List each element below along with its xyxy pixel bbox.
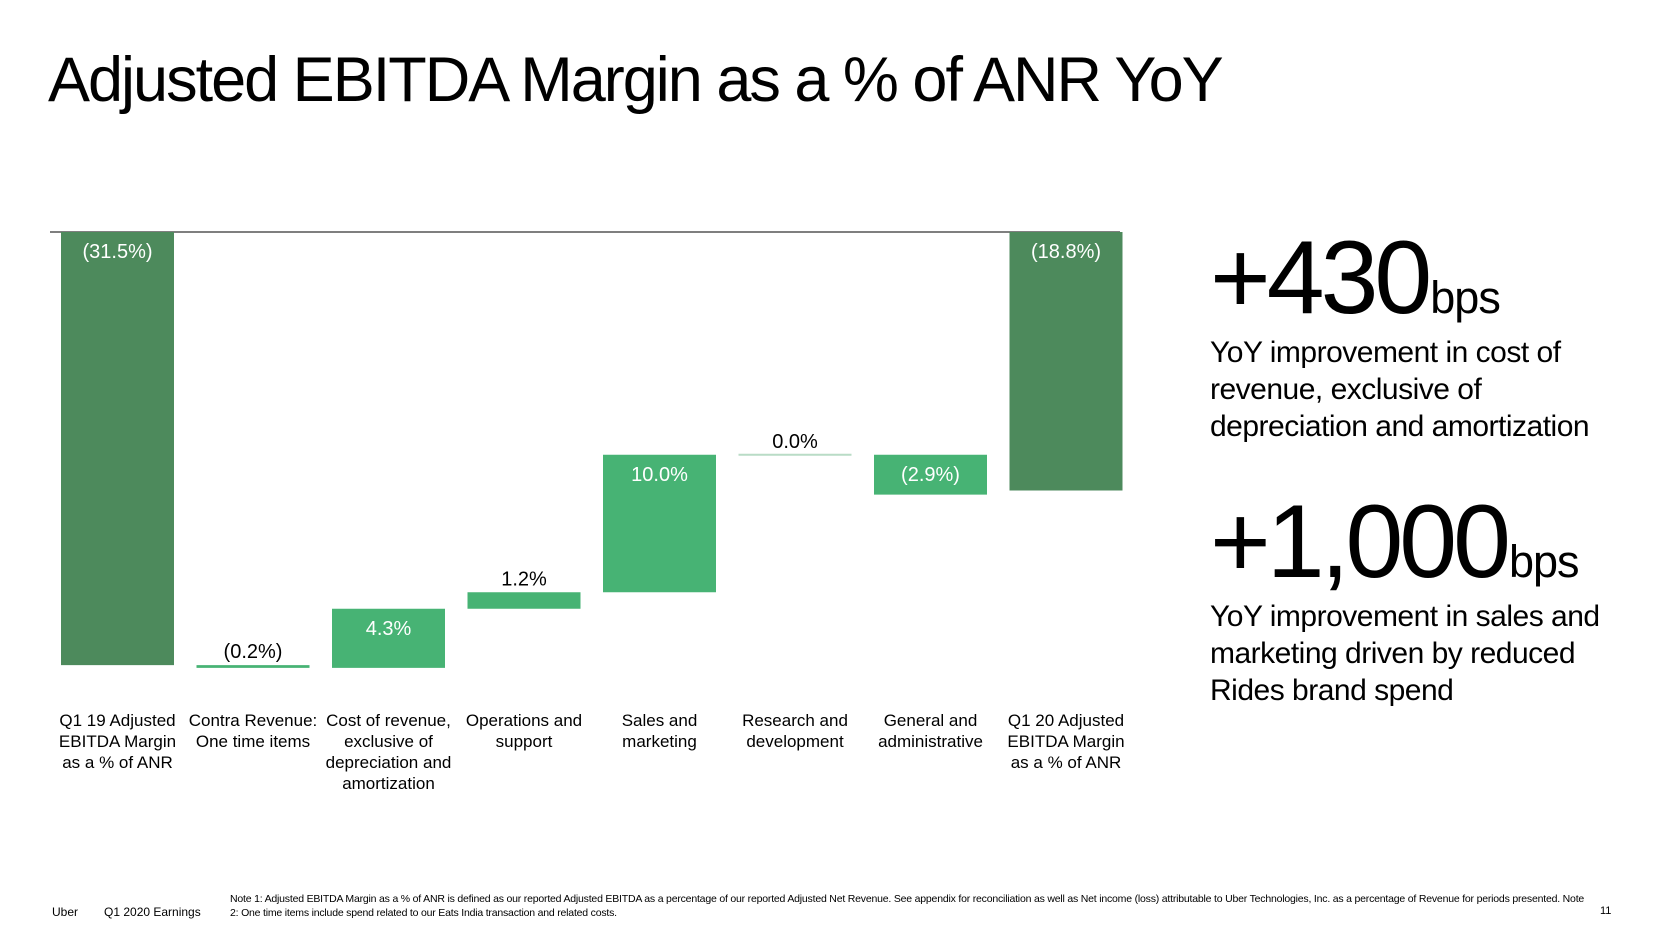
data-label-4: 10.0% xyxy=(631,464,688,486)
data-label-0: (31.5%) xyxy=(82,241,152,263)
footnote: Note 1: Adjusted EBITDA Margin as a % of… xyxy=(230,893,1585,919)
data-label-6: (2.9%) xyxy=(901,464,960,486)
page-number: 11 xyxy=(1600,905,1612,917)
data-label-1: (0.2%) xyxy=(224,641,283,663)
stat-sales-marketing: +1,000bps YoY improvement in sales and m… xyxy=(1210,490,1630,709)
stat-unit: bps xyxy=(1509,536,1580,587)
data-label-2: 4.3% xyxy=(366,618,412,640)
stat-cost-of-revenue: +430bps YoY improvement in cost of reven… xyxy=(1210,226,1630,445)
stat-value: +1,000 xyxy=(1210,484,1511,600)
category-label-1: Contra Revenue: One time items xyxy=(188,711,318,751)
stat-description: YoY improvement in cost of revenue, excl… xyxy=(1210,336,1590,443)
data-label-3: 1.2% xyxy=(501,568,547,590)
category-label-4: Sales and marketing xyxy=(621,711,698,751)
stat-headline: +1,000bps xyxy=(1210,490,1630,594)
bar-2 xyxy=(332,608,445,668)
footer-event: Q1 2020 Earnings xyxy=(104,905,201,919)
category-label-5: Research and development xyxy=(742,711,848,751)
stat-value: +430 xyxy=(1210,220,1432,336)
category-label-7: Q1 20 Adjusted EBITDA Margin as a % of A… xyxy=(1007,711,1125,772)
bar-4 xyxy=(603,454,716,593)
stat-description: YoY improvement in sales and marketing d… xyxy=(1210,600,1600,707)
bar-6 xyxy=(874,454,987,495)
bar-3 xyxy=(467,592,581,609)
stat-unit: bps xyxy=(1430,272,1501,323)
bar-1 xyxy=(196,665,310,668)
footer-brand: Uber xyxy=(52,905,79,919)
category-label-2: Cost of revenue, exclusive of depreciati… xyxy=(325,711,452,793)
page-title: Adjusted EBITDA Margin as a % of ANR YoY xyxy=(48,45,1224,115)
category-label-0: Q1 19 Adjusted EBITDA Margin as a % of A… xyxy=(58,711,177,772)
category-label-6: General and administrative xyxy=(878,711,983,751)
stat-headline: +430bps xyxy=(1210,226,1630,330)
data-label-7: (18.8%) xyxy=(1031,241,1101,263)
bar-5 xyxy=(738,453,852,456)
bar-7 xyxy=(1009,232,1123,491)
data-label-5: 0.0% xyxy=(772,431,818,453)
bar-0 xyxy=(61,232,174,666)
category-label-3: Operations and support xyxy=(465,711,583,751)
